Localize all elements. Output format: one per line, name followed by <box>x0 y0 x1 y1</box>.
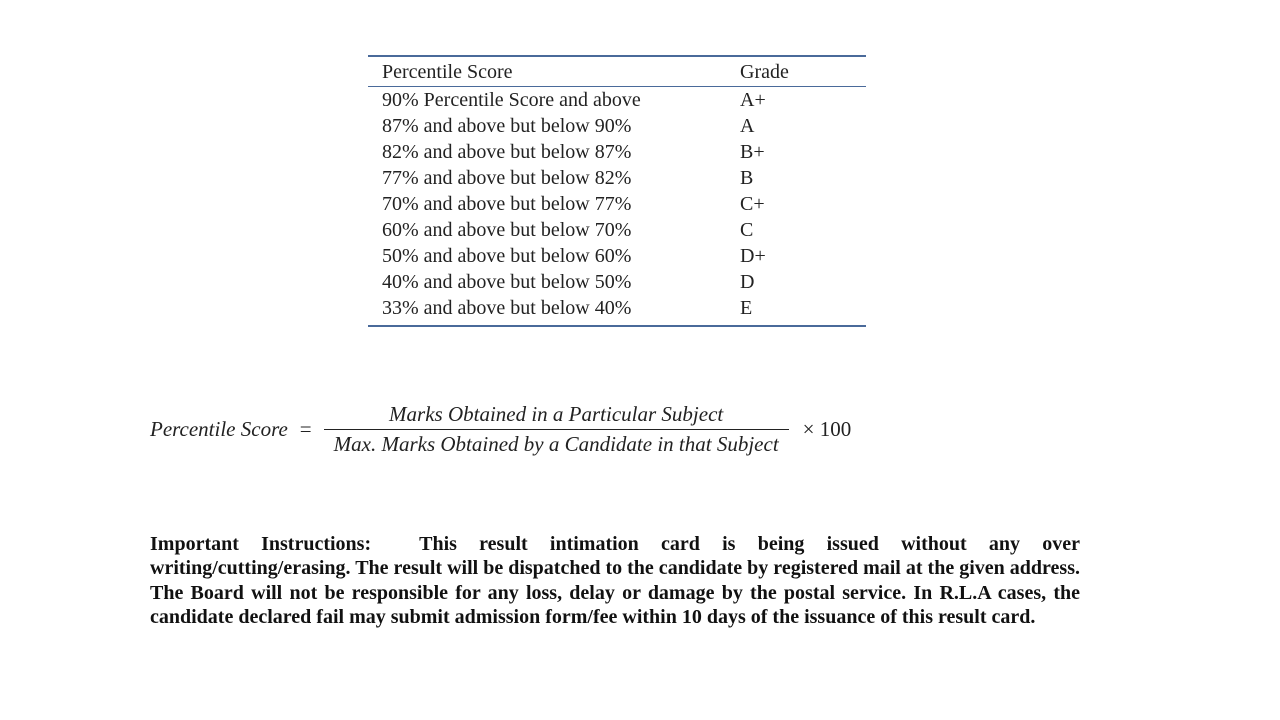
header-percentile: Percentile Score <box>382 61 740 84</box>
percentile-formula: Percentile Score = Marks Obtained in a P… <box>150 402 1080 457</box>
table-row: 60% and above but below 70% C <box>368 217 866 243</box>
cell-grade: D <box>740 269 866 295</box>
formula-denominator: Max. Marks Obtained by a Candidate in th… <box>324 429 789 457</box>
table-row: 33% and above but below 40% E <box>368 295 866 321</box>
cell-score: 40% and above but below 50% <box>382 269 740 295</box>
header-grade: Grade <box>740 61 866 84</box>
formula-fraction: Marks Obtained in a Particular Subject M… <box>324 402 789 457</box>
equals-sign: = <box>294 417 318 442</box>
cell-score: 82% and above but below 87% <box>382 139 740 165</box>
cell-score: 50% and above but below 60% <box>382 243 740 269</box>
cell-grade: D+ <box>740 243 866 269</box>
cell-grade: B <box>740 165 866 191</box>
cell-score: 77% and above but below 82% <box>382 165 740 191</box>
table-row: 70% and above but below 77% C+ <box>368 191 866 217</box>
formula-numerator: Marks Obtained in a Particular Subject <box>379 402 733 429</box>
document-page: Percentile Score Grade 90% Percentile Sc… <box>150 55 1080 630</box>
table-row: 77% and above but below 82% B <box>368 165 866 191</box>
cell-grade: C+ <box>740 191 866 217</box>
important-instructions: Important Instructions:This result intim… <box>150 532 1080 630</box>
cell-grade: B+ <box>740 139 866 165</box>
table-header-row: Percentile Score Grade <box>368 57 866 87</box>
instructions-label: Important Instructions: <box>150 533 371 555</box>
cell-score: 90% Percentile Score and above <box>382 87 740 113</box>
cell-grade: E <box>740 295 866 321</box>
cell-score: 33% and above but below 40% <box>382 295 740 321</box>
table-row: 87% and above but below 90% A <box>368 113 866 139</box>
cell-score: 70% and above but below 77% <box>382 191 740 217</box>
formula-multiplier: × 100 <box>795 417 852 442</box>
cell-grade: C <box>740 217 866 243</box>
formula-label: Percentile Score <box>150 417 294 442</box>
grade-table: Percentile Score Grade 90% Percentile Sc… <box>368 55 866 327</box>
table-row: 90% Percentile Score and above A+ <box>368 87 866 113</box>
cell-score: 87% and above but below 90% <box>382 113 740 139</box>
cell-score: 60% and above but below 70% <box>382 217 740 243</box>
cell-grade: A+ <box>740 87 866 113</box>
table-row: 50% and above but below 60% D+ <box>368 243 866 269</box>
table-row: 40% and above but below 50% D <box>368 269 866 295</box>
cell-grade: A <box>740 113 866 139</box>
table-row: 82% and above but below 87% B+ <box>368 139 866 165</box>
